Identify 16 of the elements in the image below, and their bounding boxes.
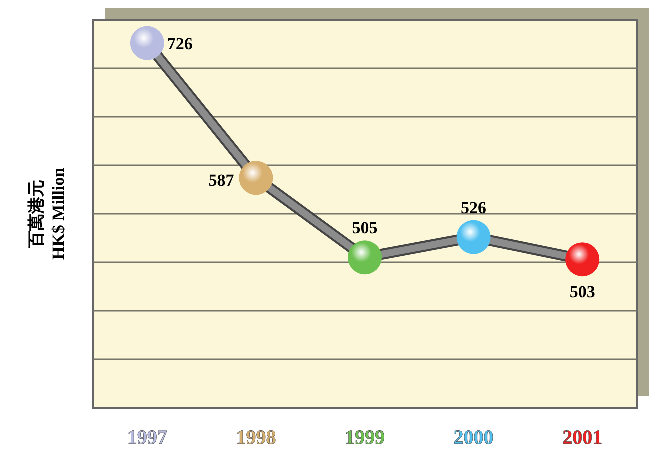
data-label: 526 — [461, 198, 487, 218]
point — [130, 26, 164, 60]
x-tick-label: 1999 — [345, 427, 385, 449]
point — [239, 161, 274, 196]
x-tick-label: 1998 — [236, 427, 276, 449]
x-tick-label: 2000 — [454, 427, 494, 449]
data-label: 503 — [570, 282, 596, 302]
data-label: 726 — [167, 34, 193, 54]
point — [566, 242, 600, 277]
data-label: 587 — [208, 171, 235, 190]
point — [348, 240, 382, 275]
x-tick-label: 2001 — [562, 427, 603, 449]
data-label: 505 — [352, 218, 378, 238]
point — [456, 220, 491, 254]
x-tick-label: 1997 — [127, 427, 168, 449]
y-axis-title: 百萬港元 HK$ Million — [27, 167, 68, 260]
